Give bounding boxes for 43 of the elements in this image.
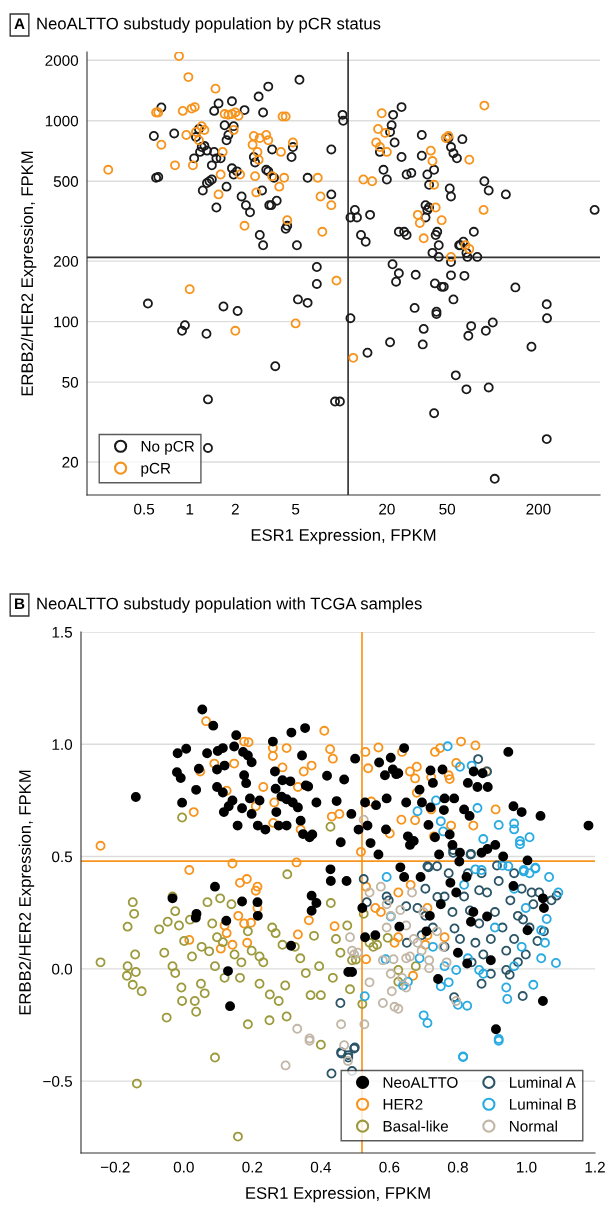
x-axis-title: ESR1 Expression, FPKM — [246, 1186, 430, 1203]
x-tick-label: 200 — [526, 503, 551, 515]
y-axis-title: ERBB2/HER2 Expression, FPKM — [18, 770, 35, 1015]
y-tick-label: 100 — [54, 316, 79, 328]
legend-label: Basal-like — [383, 1120, 448, 1132]
legend-label: No pCR — [141, 440, 195, 455]
x-tick-label: 5 — [291, 503, 300, 515]
x-axis-title: ESR1 Expression, FPKM — [251, 528, 436, 545]
legend-label: Luminal B — [509, 1098, 576, 1110]
legend-label: pCR — [141, 462, 171, 477]
x-tick-label: 0.2 — [242, 1161, 263, 1173]
legend-label: HER2 — [383, 1098, 423, 1110]
x-tick-label: 0.8 — [447, 1161, 468, 1173]
chart-title: NeoALTTO substudy population by pCR status — [37, 17, 381, 33]
text: A — [14, 18, 25, 29]
x-tick-label: 1 — [186, 503, 194, 515]
x-tick-label: 0.0 — [173, 1161, 194, 1173]
x-tick-label: 1.0 — [517, 1161, 537, 1173]
x-tick-label: 50 — [439, 503, 456, 515]
x-tick-label: 20 — [379, 503, 395, 515]
x-tick-label: 2 — [231, 503, 239, 515]
chart-title: NeoALTTO substudy population with TCGA samples — [37, 597, 422, 613]
legend-label: Luminal A — [509, 1076, 576, 1088]
y-tick-label: 1000 — [45, 115, 79, 127]
y-tick-label: 1.0 — [52, 739, 73, 750]
x-tick-label: −0.2 — [100, 1161, 130, 1173]
y-tick-label: 2000 — [45, 55, 79, 66]
y-tick-label: 0.5 — [52, 851, 73, 863]
y-tick-label: 500 — [53, 176, 79, 187]
legend-label: Normal — [509, 1120, 557, 1132]
y-tick-label: 200 — [53, 256, 79, 267]
legend-label: NeoALTTO — [383, 1077, 458, 1088]
y-axis-title: ERBB2/HER2 Expression, FPKM — [20, 151, 37, 396]
x-tick-label: 0.5 — [134, 503, 155, 515]
y-tick-label: 1.5 — [52, 627, 73, 638]
x-tick-label: 1.2 — [585, 1161, 605, 1173]
x-tick-label: 0.6 — [379, 1161, 400, 1173]
y-tick-label: 50 — [62, 376, 79, 388]
text: B — [15, 598, 25, 609]
y-tick-label: 20 — [62, 456, 79, 468]
x-tick-label: 0.4 — [310, 1161, 332, 1173]
y-tick-label: −0.5 — [43, 1076, 73, 1087]
y-tick-label: 0.0 — [52, 963, 73, 975]
